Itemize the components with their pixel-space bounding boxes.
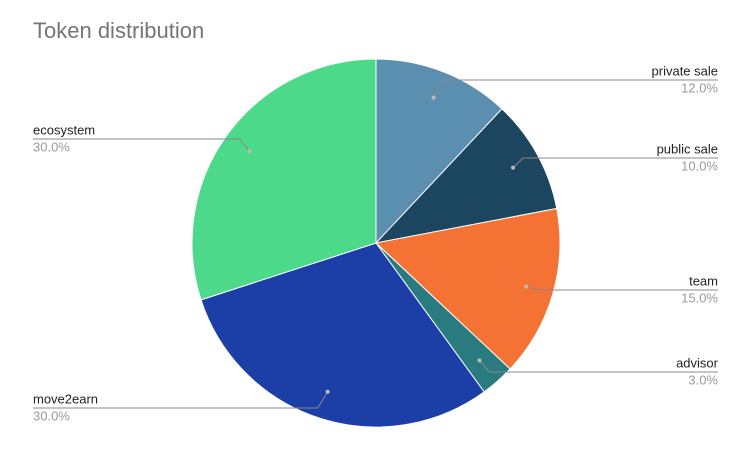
slice-label: team [689, 273, 718, 288]
leader-line [526, 286, 718, 291]
chart-title: Token distribution [33, 18, 204, 43]
leader-line [479, 359, 718, 373]
slice-value-label: 30.0% [33, 408, 70, 423]
leader-dot [511, 165, 516, 170]
pie-slice [374, 207, 561, 370]
leader-line [433, 79, 718, 98]
pie-slice [191, 58, 377, 301]
leader-dot [247, 149, 252, 154]
slice-value-label: 15.0% [681, 290, 718, 305]
pie-slice [375, 58, 503, 245]
slice-value-label: 10.0% [681, 158, 718, 173]
leader-dot [477, 358, 482, 363]
slice-label: advisor [676, 355, 719, 370]
slice-label: private sale [652, 63, 718, 78]
leader-line [33, 138, 250, 152]
leader-dot [524, 284, 529, 289]
leader-line [33, 391, 329, 409]
slice-value-label: 12.0% [681, 80, 718, 95]
slice-value-label: 30.0% [33, 139, 70, 154]
slice-label: ecosystem [33, 122, 95, 137]
pie-slice [200, 242, 485, 428]
leader-dot [431, 95, 436, 100]
slice-value-label: 3.0% [688, 372, 718, 387]
slice-label: move2earn [33, 391, 98, 406]
pie-slice [374, 108, 558, 244]
leader-dot [325, 389, 330, 394]
leader-line [512, 157, 718, 169]
slice-label: public sale [657, 141, 718, 156]
